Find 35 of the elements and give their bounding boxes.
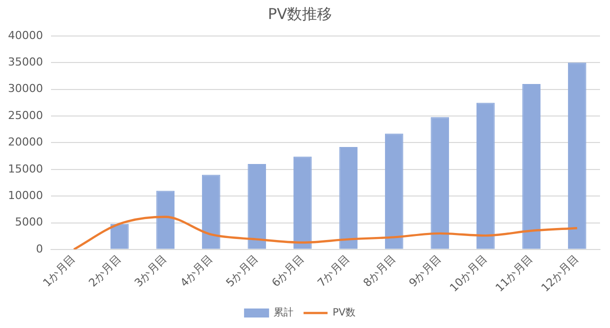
chart-title: PV数推移 [268,4,332,23]
y-tick-label: 5000 [14,216,43,229]
y-tick-label: 10000 [8,188,43,202]
legend-label: 累計 [274,306,294,319]
y-tick-label: 20000 [8,136,43,149]
legend-label: PV数 [332,308,356,319]
line-series [72,216,578,250]
y-tick-label: 30000 [8,82,43,96]
bar [248,164,266,249]
y-tick-label: 15000 [8,162,43,176]
bar [568,62,586,249]
x-tick-label: 8か月目 [360,252,398,290]
x-tick-label: 4か月目 [178,252,216,290]
x-tick-label: 5か月目 [224,252,262,290]
x-tick-label: 3か月目 [132,252,170,290]
y-tick-label: 35000 [8,56,43,69]
bar [293,156,312,249]
x-tick-label: 7か月目 [315,252,353,290]
x-tick-label: 10か月目 [447,252,490,294]
bar [339,146,358,249]
bar [384,134,404,249]
bar [202,174,220,249]
x-tick-label: 11か月目 [493,252,536,294]
y-tick-label: 40000 [8,28,43,42]
y-tick-label: 25000 [8,108,43,122]
x-tick-label: 9か月目 [406,252,444,290]
x-tick-label: 2か月目 [86,252,124,290]
bar [156,190,175,249]
bar [430,117,450,249]
bar [522,84,541,249]
y-tick-label: 0 [36,242,43,256]
x-tick-label: 1か月目 [40,252,78,290]
x-tick-label: 6か月目 [269,252,307,290]
x-tick-label: 12か月目 [538,252,582,294]
bar [476,102,495,249]
